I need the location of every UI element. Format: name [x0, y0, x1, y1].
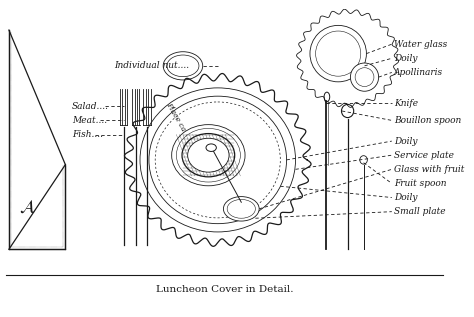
- Text: Apollinaris: Apollinaris: [394, 68, 443, 77]
- Text: Fruit spoon: Fruit spoon: [394, 179, 446, 188]
- Text: Doily: Doily: [394, 137, 417, 146]
- Text: Doily: Doily: [394, 193, 417, 202]
- Ellipse shape: [188, 138, 229, 172]
- Text: Small plate: Small plate: [394, 207, 445, 216]
- Ellipse shape: [163, 52, 203, 80]
- Text: Individual nut....: Individual nut....: [114, 61, 190, 70]
- Text: Place card: Place card: [164, 101, 191, 140]
- Ellipse shape: [182, 133, 235, 177]
- Circle shape: [310, 25, 366, 82]
- Text: Doily: Doily: [394, 54, 417, 63]
- Ellipse shape: [341, 104, 354, 118]
- Ellipse shape: [360, 156, 367, 164]
- Text: Bouillon spoon: Bouillon spoon: [394, 116, 461, 125]
- Ellipse shape: [172, 125, 245, 186]
- Text: Fish....: Fish....: [72, 130, 103, 139]
- Text: $\mathcal{A}$: $\mathcal{A}$: [19, 198, 36, 216]
- Text: Water glass: Water glass: [394, 40, 447, 49]
- Text: Luncheon Cover in Detail.: Luncheon Cover in Detail.: [155, 285, 293, 294]
- Text: Glass with fruit: Glass with fruit: [394, 165, 464, 174]
- Ellipse shape: [324, 92, 330, 101]
- Ellipse shape: [223, 197, 259, 221]
- Text: Service plate: Service plate: [394, 151, 454, 160]
- Text: Salad....: Salad....: [72, 102, 109, 111]
- Text: Meat....: Meat....: [72, 116, 107, 125]
- Ellipse shape: [206, 144, 216, 152]
- Circle shape: [350, 63, 379, 91]
- Text: Knife: Knife: [394, 99, 418, 108]
